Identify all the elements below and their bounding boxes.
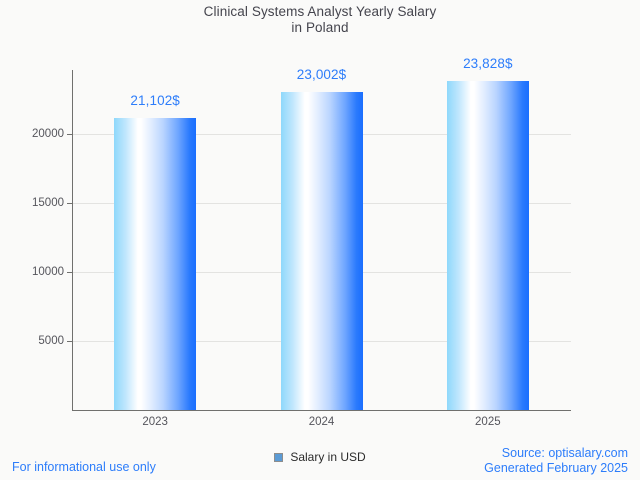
- plot-area: [67, 70, 571, 412]
- chart-legend: Salary in USD: [0, 450, 640, 464]
- bar-value-label: 23,002$: [296, 67, 347, 83]
- y-tick-mark: [67, 271, 72, 273]
- footer-source: Source: optisalary.com: [501, 446, 628, 460]
- footer-generated: Generated February 2025: [484, 461, 628, 475]
- y-tick-mark: [67, 202, 72, 204]
- x-tick-label: 2025: [475, 416, 501, 428]
- footer-disclaimer: For informational use only: [12, 460, 156, 474]
- bar[interactable]: [446, 80, 529, 410]
- footer-attribution: Source: optisalary.com Generated Februar…: [484, 446, 628, 476]
- bar[interactable]: [280, 92, 363, 410]
- y-tick-mark: [67, 340, 72, 342]
- legend-swatch-icon: [274, 452, 284, 462]
- y-tick-label: 20000: [32, 127, 64, 140]
- bar[interactable]: [114, 118, 197, 410]
- y-axis-labels: 5000 10000 15000 20000: [0, 70, 64, 411]
- y-tick-label: 5000: [38, 334, 64, 347]
- x-tick-label: 2024: [308, 416, 335, 428]
- y-tick-mark: [67, 133, 72, 135]
- bar-value-label: 23,828$: [463, 55, 513, 71]
- y-tick-label: 15000: [32, 196, 64, 209]
- legend-item-label: Salary in USD: [290, 450, 366, 464]
- y-axis-line: [72, 70, 73, 411]
- y-tick-label: 10000: [32, 265, 64, 278]
- chart-title: Clinical Systems Analyst Yearly Salary i…: [203, 4, 437, 35]
- x-tick-label: 2023: [142, 416, 168, 428]
- x-axis-line: [72, 410, 571, 412]
- bar-value-label: 21,102$: [130, 93, 180, 109]
